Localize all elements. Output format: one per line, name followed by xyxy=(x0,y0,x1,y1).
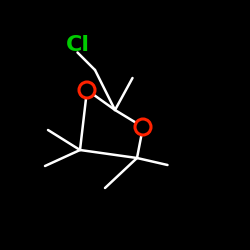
Circle shape xyxy=(79,82,95,98)
Text: Cl: Cl xyxy=(66,35,90,55)
Circle shape xyxy=(135,119,151,135)
